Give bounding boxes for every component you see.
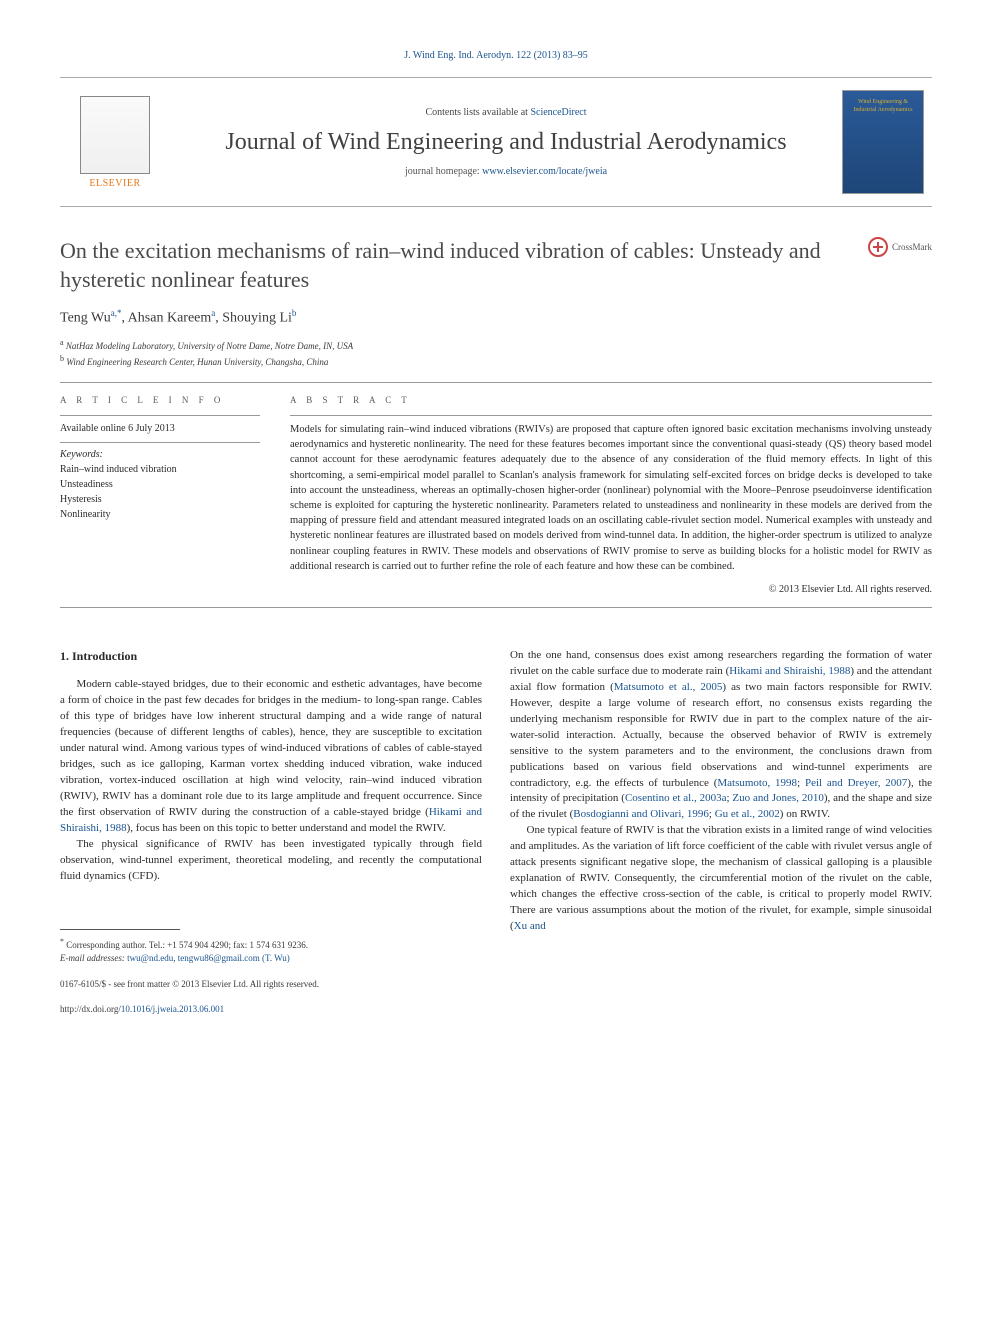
divider xyxy=(60,382,932,383)
doi-prefix: http://dx.doi.org/ xyxy=(60,1004,121,1014)
publisher-name: ELSEVIER xyxy=(89,178,140,189)
affiliation-a: a NatHaz Modeling Laboratory, University… xyxy=(60,337,932,354)
divider xyxy=(60,607,932,608)
corresponding-author-note: * Corresponding author. Tel.: +1 574 904… xyxy=(60,936,482,953)
para-text: ), focus has been on this topic to bette… xyxy=(127,822,446,834)
info-divider xyxy=(60,442,260,443)
author-3: , Shouying Li xyxy=(215,311,292,326)
citation-link[interactable]: Bosdogianni and Olivari, 1996 xyxy=(573,808,709,820)
email-prefix: E-mail addresses: xyxy=(60,953,127,963)
homepage-prefix: journal homepage: xyxy=(405,166,482,177)
affiliation-b-text: Wind Engineering Research Center, Hunan … xyxy=(66,357,328,367)
para-text: Modern cable-stayed bridges, due to thei… xyxy=(60,678,482,818)
title-row: On the excitation mechanisms of rain–win… xyxy=(60,237,932,294)
journal-cover-icon: Wind Engineering & Industrial Aerodynami… xyxy=(842,90,924,194)
sep: ; xyxy=(797,777,805,789)
para-text: One typical feature of RWIV is that the … xyxy=(510,824,932,932)
contents-prefix: Contents lists available at xyxy=(425,107,530,118)
email-line: E-mail addresses: twu@nd.edu, tengwu86@g… xyxy=(60,952,482,966)
article-info-label: A R T I C L E I N F O xyxy=(60,395,260,405)
para-text: ) as two main factors responsible for RW… xyxy=(510,681,932,789)
affiliations: a NatHaz Modeling Laboratory, University… xyxy=(60,337,932,370)
copyright-line: © 2013 Elsevier Ltd. All rights reserved… xyxy=(290,584,932,595)
keywords-label: Keywords: xyxy=(60,449,260,460)
citation-header: J. Wind Eng. Ind. Aerodyn. 122 (2013) 83… xyxy=(60,50,932,61)
sciencedirect-link[interactable]: ScienceDirect xyxy=(530,107,586,118)
para-text: ) on RWIV. xyxy=(780,808,830,820)
footer-divider xyxy=(60,929,180,930)
available-online: Available online 6 July 2013 xyxy=(60,422,260,436)
body-right-col: On the one hand, consensus does exist am… xyxy=(510,648,932,1017)
doi-line: http://dx.doi.org/10.1016/j.jweia.2013.0… xyxy=(60,1003,482,1017)
citation-link[interactable]: Cosentino et al., 2003a xyxy=(625,792,727,804)
keyword-1: Rain–wind induced vibration xyxy=(60,462,260,477)
homepage-link[interactable]: www.elsevier.com/locate/jweia xyxy=(482,166,607,177)
abstract-col: A B S T R A C T Models for simulating ra… xyxy=(290,395,932,595)
article-title: On the excitation mechanisms of rain–win… xyxy=(60,237,868,294)
elsevier-logo-icon xyxy=(80,96,150,174)
doi-link[interactable]: 10.1016/j.jweia.2013.06.001 xyxy=(121,1004,224,1014)
masthead-center: Contents lists available at ScienceDirec… xyxy=(170,107,842,178)
author-3-aff: b xyxy=(292,308,297,318)
citation-link[interactable]: Hikami and Shiraishi, 1988 xyxy=(729,665,850,677)
abstract-label: A B S T R A C T xyxy=(290,395,932,405)
crossmark-label: CrossMark xyxy=(892,242,932,252)
journal-cover-block: Wind Engineering & Industrial Aerodynami… xyxy=(842,90,932,194)
keyword-4: Nonlinearity xyxy=(60,507,260,522)
author-2: , Ahsan Kareem xyxy=(121,311,211,326)
citation-link[interactable]: Peil and Dreyer, 2007 xyxy=(805,777,907,789)
info-abstract-row: A R T I C L E I N F O Available online 6… xyxy=(60,395,932,595)
body-para-3: On the one hand, consensus does exist am… xyxy=(510,648,932,823)
author-1: Teng Wu xyxy=(60,311,111,326)
citation-link[interactable]: Matsumoto et al., 2005 xyxy=(614,681,723,693)
homepage-line: journal homepage: www.elsevier.com/locat… xyxy=(190,166,822,177)
corr-text: Corresponding author. Tel.: +1 574 904 4… xyxy=(66,940,308,950)
footer-block: * Corresponding author. Tel.: +1 574 904… xyxy=(60,921,482,1017)
body-para-2: The physical significance of RWIV has be… xyxy=(60,837,482,885)
affiliation-a-text: NatHaz Modeling Laboratory, University o… xyxy=(66,341,353,351)
contents-line: Contents lists available at ScienceDirec… xyxy=(190,107,822,118)
masthead: ELSEVIER Contents lists available at Sci… xyxy=(60,77,932,207)
body-para-4: One typical feature of RWIV is that the … xyxy=(510,823,932,935)
body-left-col: 1. Introduction Modern cable-stayed brid… xyxy=(60,648,482,1017)
body-para-1: Modern cable-stayed bridges, due to thei… xyxy=(60,677,482,836)
publisher-block: ELSEVIER xyxy=(60,96,170,189)
keyword-2: Unsteadiness xyxy=(60,477,260,492)
email-link-2[interactable]: tengwu86@gmail.com (T. Wu) xyxy=(178,953,290,963)
citation-link[interactable]: Zuo and Jones, 2010 xyxy=(732,792,823,804)
authors-line: Teng Wua,*, Ahsan Kareema, Shouying Lib xyxy=(60,308,932,327)
citation-link[interactable]: Gu et al., 2002 xyxy=(715,808,780,820)
citation-link[interactable]: Xu and xyxy=(514,920,546,932)
body-columns: 1. Introduction Modern cable-stayed brid… xyxy=(60,648,932,1017)
email-link-1[interactable]: twu@nd.edu xyxy=(127,953,173,963)
journal-name: Journal of Wind Engineering and Industri… xyxy=(190,128,822,157)
keyword-3: Hysteresis xyxy=(60,492,260,507)
abstract-text: Models for simulating rain–wind induced … xyxy=(290,422,932,574)
affiliation-b: b Wind Engineering Research Center, Huna… xyxy=(60,353,932,370)
abstract-divider xyxy=(290,415,932,416)
crossmark-icon xyxy=(868,237,888,257)
issn-line: 0167-6105/$ - see front matter © 2013 El… xyxy=(60,978,482,992)
crossmark-badge[interactable]: CrossMark xyxy=(868,237,932,257)
section-heading: 1. Introduction xyxy=(60,648,482,665)
cover-text: Wind Engineering & Industrial Aerodynami… xyxy=(847,99,919,115)
article-info-col: A R T I C L E I N F O Available online 6… xyxy=(60,395,260,595)
citation-link[interactable]: Matsumoto, 1998 xyxy=(717,777,797,789)
info-divider xyxy=(60,415,260,416)
